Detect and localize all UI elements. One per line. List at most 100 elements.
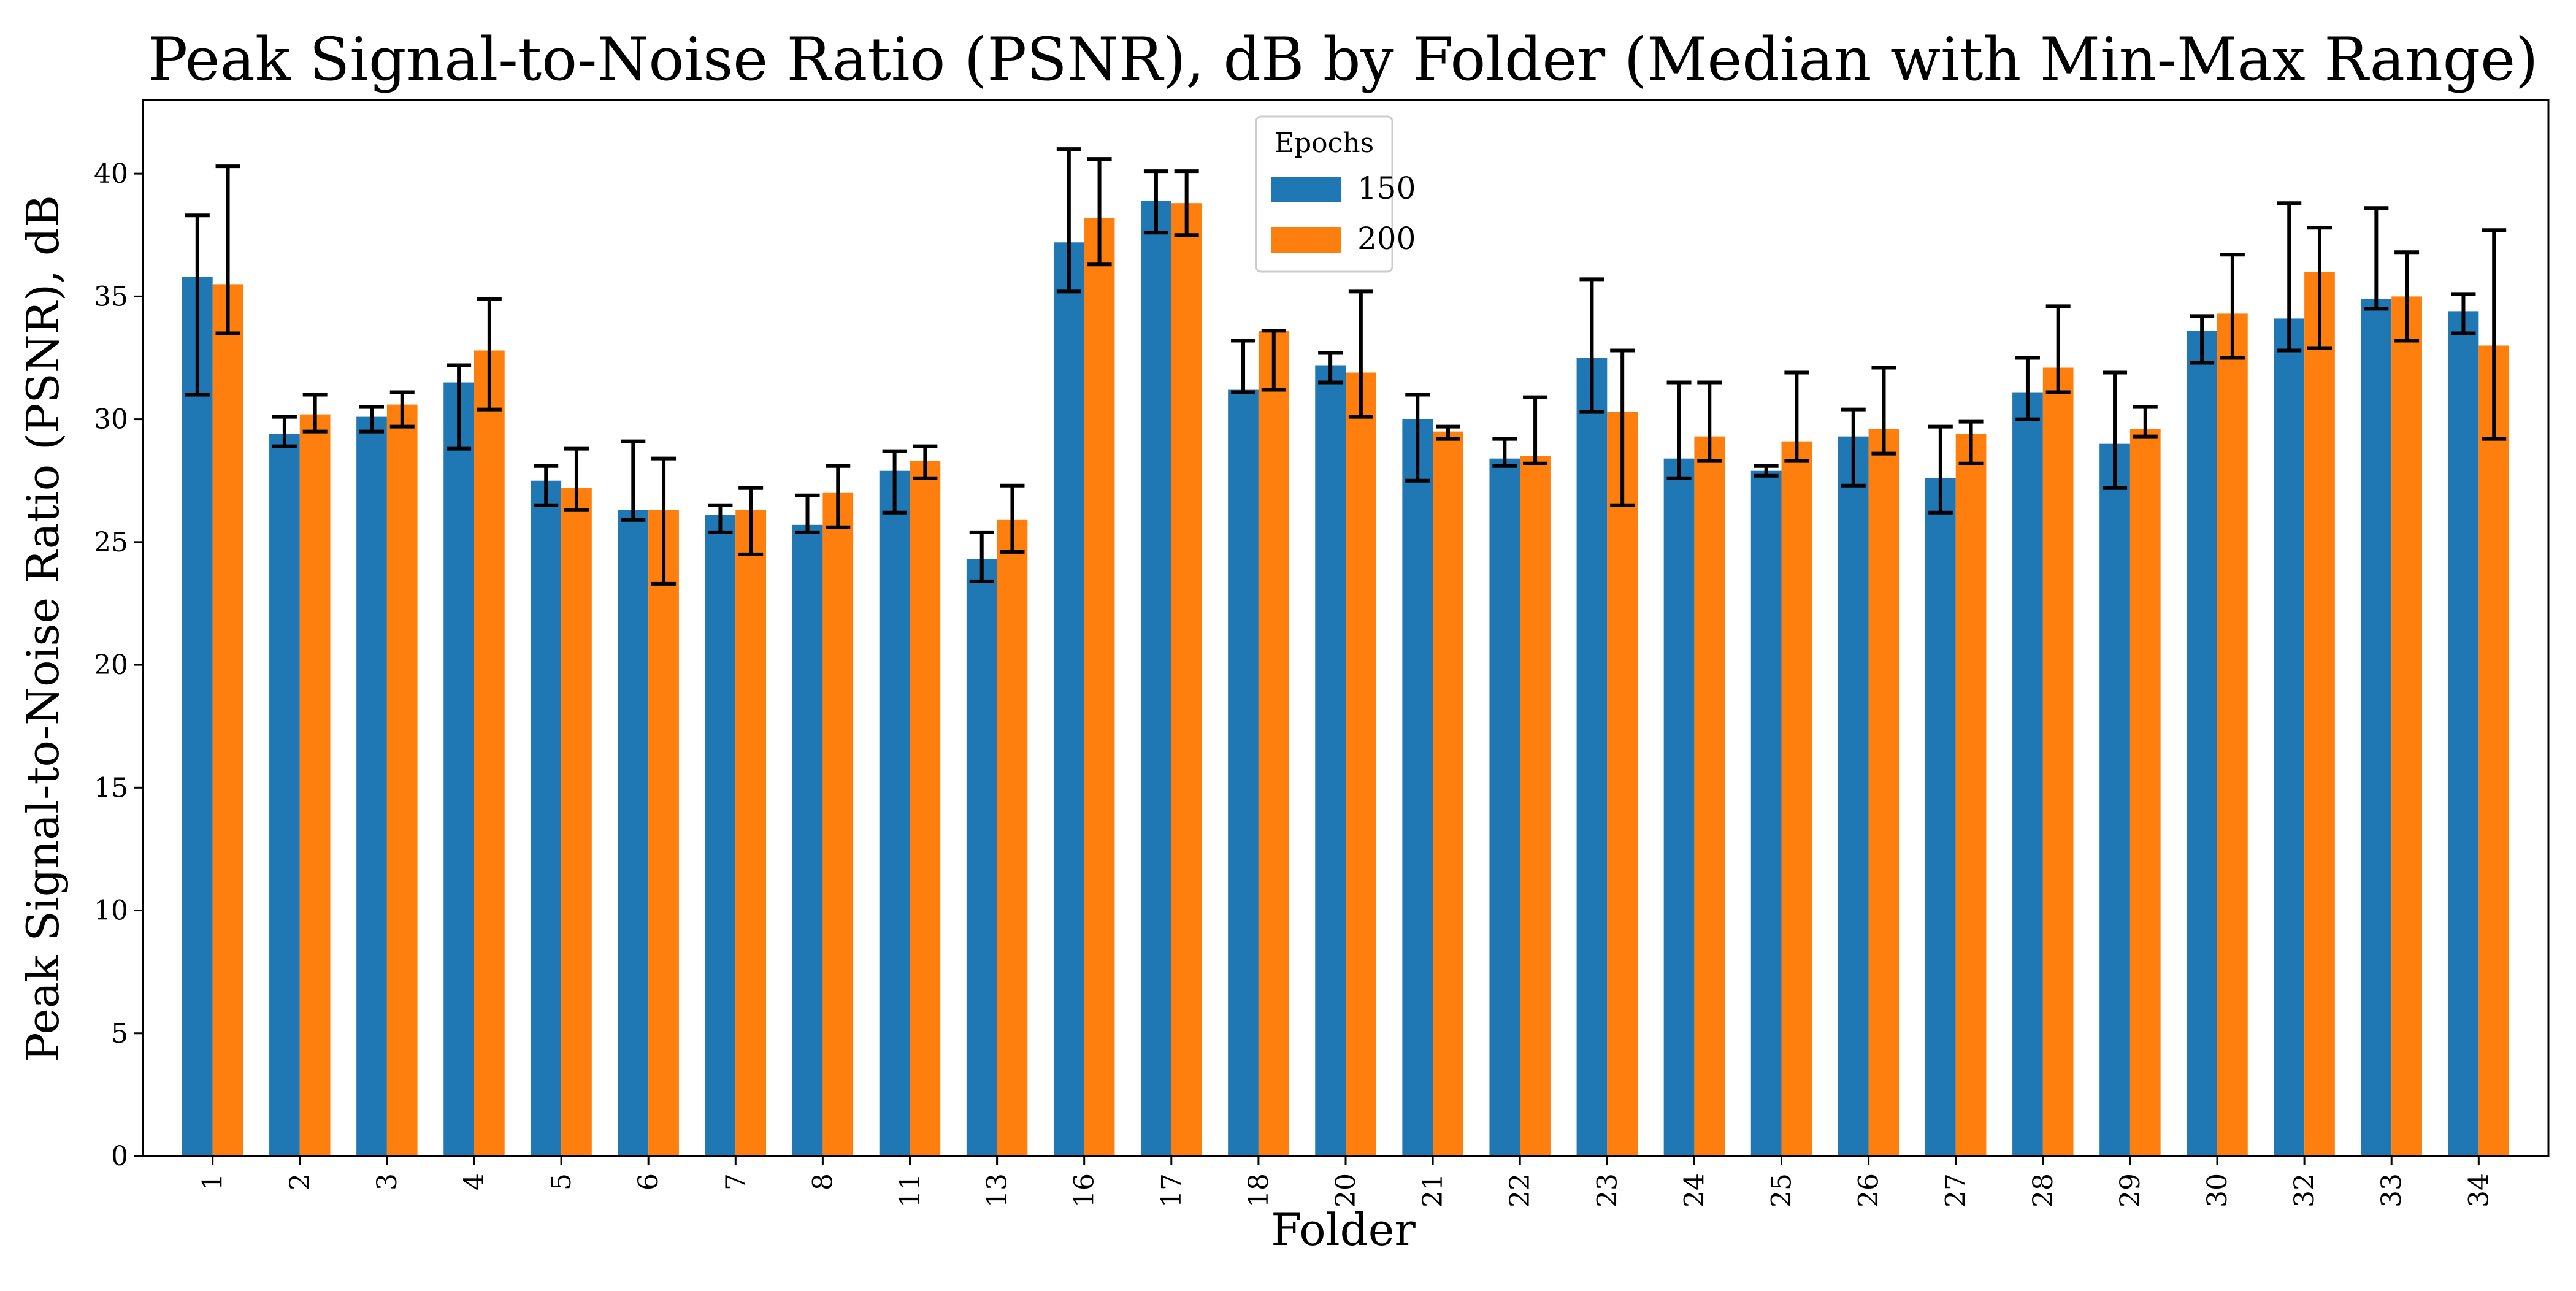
bar-series-200-folder-25 <box>1781 441 1812 1156</box>
bar-series-150-folder-28 <box>2012 392 2043 1156</box>
legend-title: Epochs <box>1275 128 1374 159</box>
bar-series-200-folder-26 <box>1868 429 1899 1156</box>
x-tick-label-23: 23 <box>1592 1173 1623 1208</box>
y-tick-label-20: 20 <box>94 649 128 681</box>
bar-series-150-folder-33 <box>2361 299 2392 1157</box>
bar-series-150-folder-30 <box>2187 331 2218 1156</box>
x-tick-label-20: 20 <box>1330 1173 1362 1208</box>
x-tick-label-25: 25 <box>1766 1173 1798 1208</box>
x-tick-label-17: 17 <box>1156 1173 1187 1208</box>
x-tick-label-29: 29 <box>2115 1173 2146 1208</box>
x-tick-label-5: 5 <box>546 1173 577 1190</box>
y-tick-label-15: 15 <box>94 772 128 803</box>
bar-series-150-folder-2 <box>269 434 300 1156</box>
legend-swatch-200 <box>1271 227 1341 253</box>
bar-series-150-folder-25 <box>1750 470 1782 1156</box>
bar-series-200-folder-18 <box>1258 331 1289 1156</box>
bar-series-200-folder-27 <box>1955 434 1987 1156</box>
y-tick-label-0: 0 <box>111 1141 128 1172</box>
x-tick-label-26: 26 <box>1853 1173 1885 1208</box>
x-tick-label-18: 18 <box>1243 1173 1275 1208</box>
chart-title: Peak Signal-to-Noise Ratio (PSNR), dB by… <box>148 25 2539 94</box>
x-tick-label-24: 24 <box>1679 1173 1710 1208</box>
x-tick-label-13: 13 <box>982 1173 1013 1208</box>
bar-series-150-folder-22 <box>1489 458 1520 1156</box>
bar-series-200-folder-11 <box>910 461 941 1156</box>
bar-series-200-folder-24 <box>1694 436 1725 1156</box>
bar-series-150-folder-8 <box>792 524 823 1156</box>
bar-series-150-folder-5 <box>531 480 562 1156</box>
bar-series-200-folder-21 <box>1433 431 1463 1156</box>
x-tick-label-28: 28 <box>2028 1173 2059 1208</box>
bar-series-200-folder-1 <box>212 284 243 1156</box>
x-tick-label-22: 22 <box>1505 1173 1536 1208</box>
bar-series-150-folder-21 <box>1402 419 1433 1156</box>
x-axis-label: Folder <box>1271 1204 1416 1255</box>
bar-series-200-folder-5 <box>561 488 592 1156</box>
y-tick-label-40: 40 <box>94 158 128 190</box>
bar-series-200-folder-8 <box>822 492 854 1157</box>
bar-series-150-folder-26 <box>1838 436 1869 1156</box>
x-tick-label-2: 2 <box>285 1173 316 1190</box>
y-tick-label-30: 30 <box>94 404 128 435</box>
bar-series-200-folder-13 <box>997 519 1028 1156</box>
bar-series-150-folder-4 <box>443 382 474 1156</box>
bar-series-150-folder-34 <box>2448 311 2479 1156</box>
y-tick-label-10: 10 <box>94 895 128 927</box>
x-tick-label-21: 21 <box>1417 1173 1449 1208</box>
bar-series-200-folder-20 <box>1346 372 1376 1156</box>
bar-series-150-folder-3 <box>356 416 387 1156</box>
bar-series-200-folder-34 <box>2478 345 2510 1156</box>
x-tick-label-30: 30 <box>2202 1173 2233 1208</box>
bar-series-200-folder-4 <box>473 350 505 1157</box>
legend-swatch-150 <box>1271 177 1341 202</box>
bar-series-200-folder-22 <box>1520 456 1551 1156</box>
x-tick-label-16: 16 <box>1069 1173 1100 1208</box>
bar-series-150-folder-29 <box>2099 443 2130 1157</box>
legend-label-150: 150 <box>1357 170 1416 206</box>
bar-series-150-folder-1 <box>182 277 213 1157</box>
legend-label-200: 200 <box>1357 221 1416 256</box>
bar-series-200-folder-30 <box>2217 313 2248 1156</box>
bar-series-150-folder-13 <box>966 559 997 1156</box>
y-tick-label-35: 35 <box>94 281 128 312</box>
bar-series-200-folder-29 <box>2129 429 2161 1156</box>
x-tick-label-4: 4 <box>459 1173 490 1190</box>
y-axis-label: Peak Signal-to-Noise Ratio (PSNR), dB <box>17 195 69 1062</box>
bar-series-200-folder-6 <box>648 510 679 1156</box>
x-tick-label-34: 34 <box>2463 1173 2494 1208</box>
bar-series-150-folder-16 <box>1053 242 1084 1156</box>
bar-series-150-folder-23 <box>1576 358 1608 1157</box>
bar-series-200-folder-32 <box>2304 272 2335 1157</box>
bar-series-150-folder-32 <box>2274 318 2305 1156</box>
bar-series-150-folder-20 <box>1315 365 1346 1156</box>
bar-series-150-folder-18 <box>1228 389 1259 1156</box>
bar-series-150-folder-6 <box>618 510 649 1156</box>
bar-series-150-folder-27 <box>1925 478 1956 1156</box>
bar-series-200-folder-28 <box>2042 367 2074 1156</box>
bar-series-200-folder-33 <box>2391 296 2422 1157</box>
x-tick-label-6: 6 <box>633 1173 664 1190</box>
bar-series-150-folder-24 <box>1663 458 1695 1156</box>
bar-series-200-folder-17 <box>1171 203 1202 1157</box>
x-tick-label-32: 32 <box>2289 1173 2320 1208</box>
bar-series-150-folder-7 <box>705 515 736 1156</box>
x-tick-label-11: 11 <box>894 1173 926 1208</box>
y-tick-label-5: 5 <box>111 1018 128 1049</box>
x-tick-label-8: 8 <box>807 1173 838 1190</box>
x-tick-label-27: 27 <box>1941 1173 1972 1208</box>
bar-series-200-folder-16 <box>1084 218 1115 1156</box>
bar-series-200-folder-2 <box>299 414 331 1156</box>
x-tick-label-3: 3 <box>372 1173 403 1190</box>
x-tick-label-1: 1 <box>197 1173 229 1190</box>
y-tick-label-25: 25 <box>94 527 128 558</box>
bar-series-200-folder-3 <box>386 404 418 1157</box>
x-tick-label-7: 7 <box>720 1173 751 1190</box>
legend: Epochs 150 200 <box>1255 115 1416 273</box>
x-tick-label-33: 33 <box>2376 1173 2407 1208</box>
bar-series-200-folder-7 <box>735 510 767 1156</box>
bar-series-150-folder-11 <box>879 470 910 1156</box>
